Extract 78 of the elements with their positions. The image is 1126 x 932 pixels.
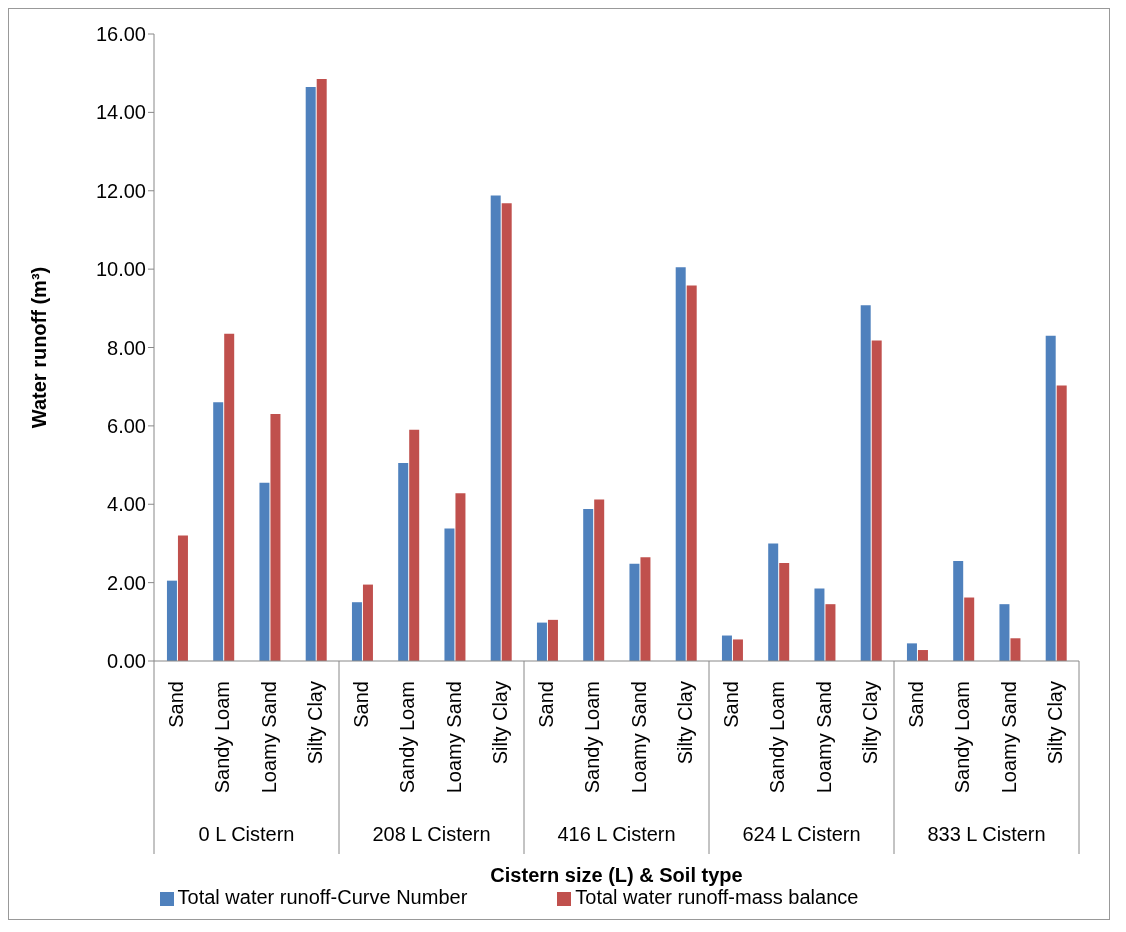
bar bbox=[583, 508, 594, 661]
bar bbox=[1045, 335, 1056, 661]
x-tick-label: Sand bbox=[720, 681, 743, 728]
y-tick-label: 8.00 bbox=[107, 336, 146, 359]
x-tick-label: Silty Clay bbox=[488, 681, 511, 765]
bar bbox=[316, 79, 327, 661]
bar bbox=[917, 650, 928, 661]
bar bbox=[640, 557, 651, 661]
y-tick-label: 6.00 bbox=[107, 414, 146, 437]
bar bbox=[362, 584, 373, 661]
legend-label: Total water runoff-Curve Number bbox=[177, 886, 468, 908]
x-tick-label: Silty Clay bbox=[673, 681, 696, 765]
x-tick-label: Sand bbox=[350, 681, 373, 728]
x-tick-label: Sandy Loam bbox=[211, 681, 234, 794]
bar bbox=[259, 482, 270, 661]
legend-label: Total water runoff-mass balance bbox=[575, 886, 859, 908]
bar bbox=[871, 340, 882, 661]
y-tick-label: 2.00 bbox=[107, 571, 146, 594]
x-tick-label: Silty Clay bbox=[303, 681, 326, 765]
bar bbox=[1056, 385, 1067, 661]
bar bbox=[721, 635, 732, 661]
bar bbox=[455, 493, 466, 661]
bar bbox=[547, 619, 558, 661]
bar bbox=[177, 535, 188, 661]
text: 416 L Cistern bbox=[557, 823, 676, 845]
bar bbox=[629, 563, 640, 661]
x-tick-label: Loamy Sand bbox=[627, 681, 650, 794]
bar bbox=[351, 602, 362, 661]
x-tick-label: Silty Clay bbox=[1043, 681, 1066, 765]
text: 624 L Cistern bbox=[742, 823, 861, 845]
bar bbox=[501, 203, 512, 661]
x-tick-label: Sand bbox=[535, 681, 558, 728]
bar bbox=[594, 499, 605, 661]
bar bbox=[536, 622, 547, 661]
y-axis-title: Water runoff (m³) bbox=[28, 266, 51, 429]
bar bbox=[1010, 638, 1021, 661]
y-tick-label: 14.00 bbox=[95, 101, 146, 124]
bar bbox=[906, 643, 917, 661]
bar bbox=[768, 543, 779, 661]
x-tick-label: Sandy Loam bbox=[581, 681, 604, 794]
bar bbox=[398, 463, 409, 661]
bar bbox=[953, 561, 964, 661]
bar bbox=[213, 402, 224, 661]
bar bbox=[999, 604, 1010, 661]
text: 833 L Cistern bbox=[927, 823, 1046, 845]
bar bbox=[686, 285, 697, 661]
bar bbox=[779, 563, 790, 661]
bar bbox=[305, 86, 316, 661]
y-tick-label: 10.00 bbox=[95, 258, 146, 281]
bar bbox=[490, 195, 501, 661]
x-tick-label: Sandy Loam bbox=[951, 681, 974, 794]
y-tick-label: 4.00 bbox=[107, 493, 146, 516]
x-tick-label: Loamy Sand bbox=[257, 681, 280, 794]
x-tick-label: Loamy Sand bbox=[442, 681, 465, 794]
bar bbox=[270, 414, 281, 661]
x-tick-label: Sand bbox=[905, 681, 928, 728]
bar bbox=[732, 639, 743, 661]
x-tick-label: Sandy Loam bbox=[766, 681, 789, 794]
bar bbox=[825, 604, 836, 661]
bar bbox=[964, 597, 975, 661]
text: 208 L Cistern bbox=[372, 823, 491, 845]
bar bbox=[444, 528, 455, 661]
bar bbox=[409, 429, 420, 661]
x-tick-label: Loamy Sand bbox=[812, 681, 835, 794]
bar bbox=[860, 305, 871, 661]
bar bbox=[224, 333, 235, 661]
x-axis-title: Cistern size (L) & Soil type bbox=[490, 864, 743, 886]
y-tick-label: 16.00 bbox=[95, 23, 146, 46]
bar bbox=[166, 580, 177, 661]
y-tick-label: 0.00 bbox=[107, 650, 146, 673]
x-tick-label: Loamy Sand bbox=[997, 681, 1020, 794]
x-tick-label: Sand bbox=[165, 681, 188, 728]
bar bbox=[675, 267, 686, 661]
x-tick-label: Silty Clay bbox=[858, 681, 881, 765]
text: 0 L Cistern bbox=[198, 823, 295, 845]
x-tick-label: Sandy Loam bbox=[396, 681, 419, 794]
bar bbox=[814, 588, 825, 661]
y-tick-label: 12.00 bbox=[95, 179, 146, 202]
